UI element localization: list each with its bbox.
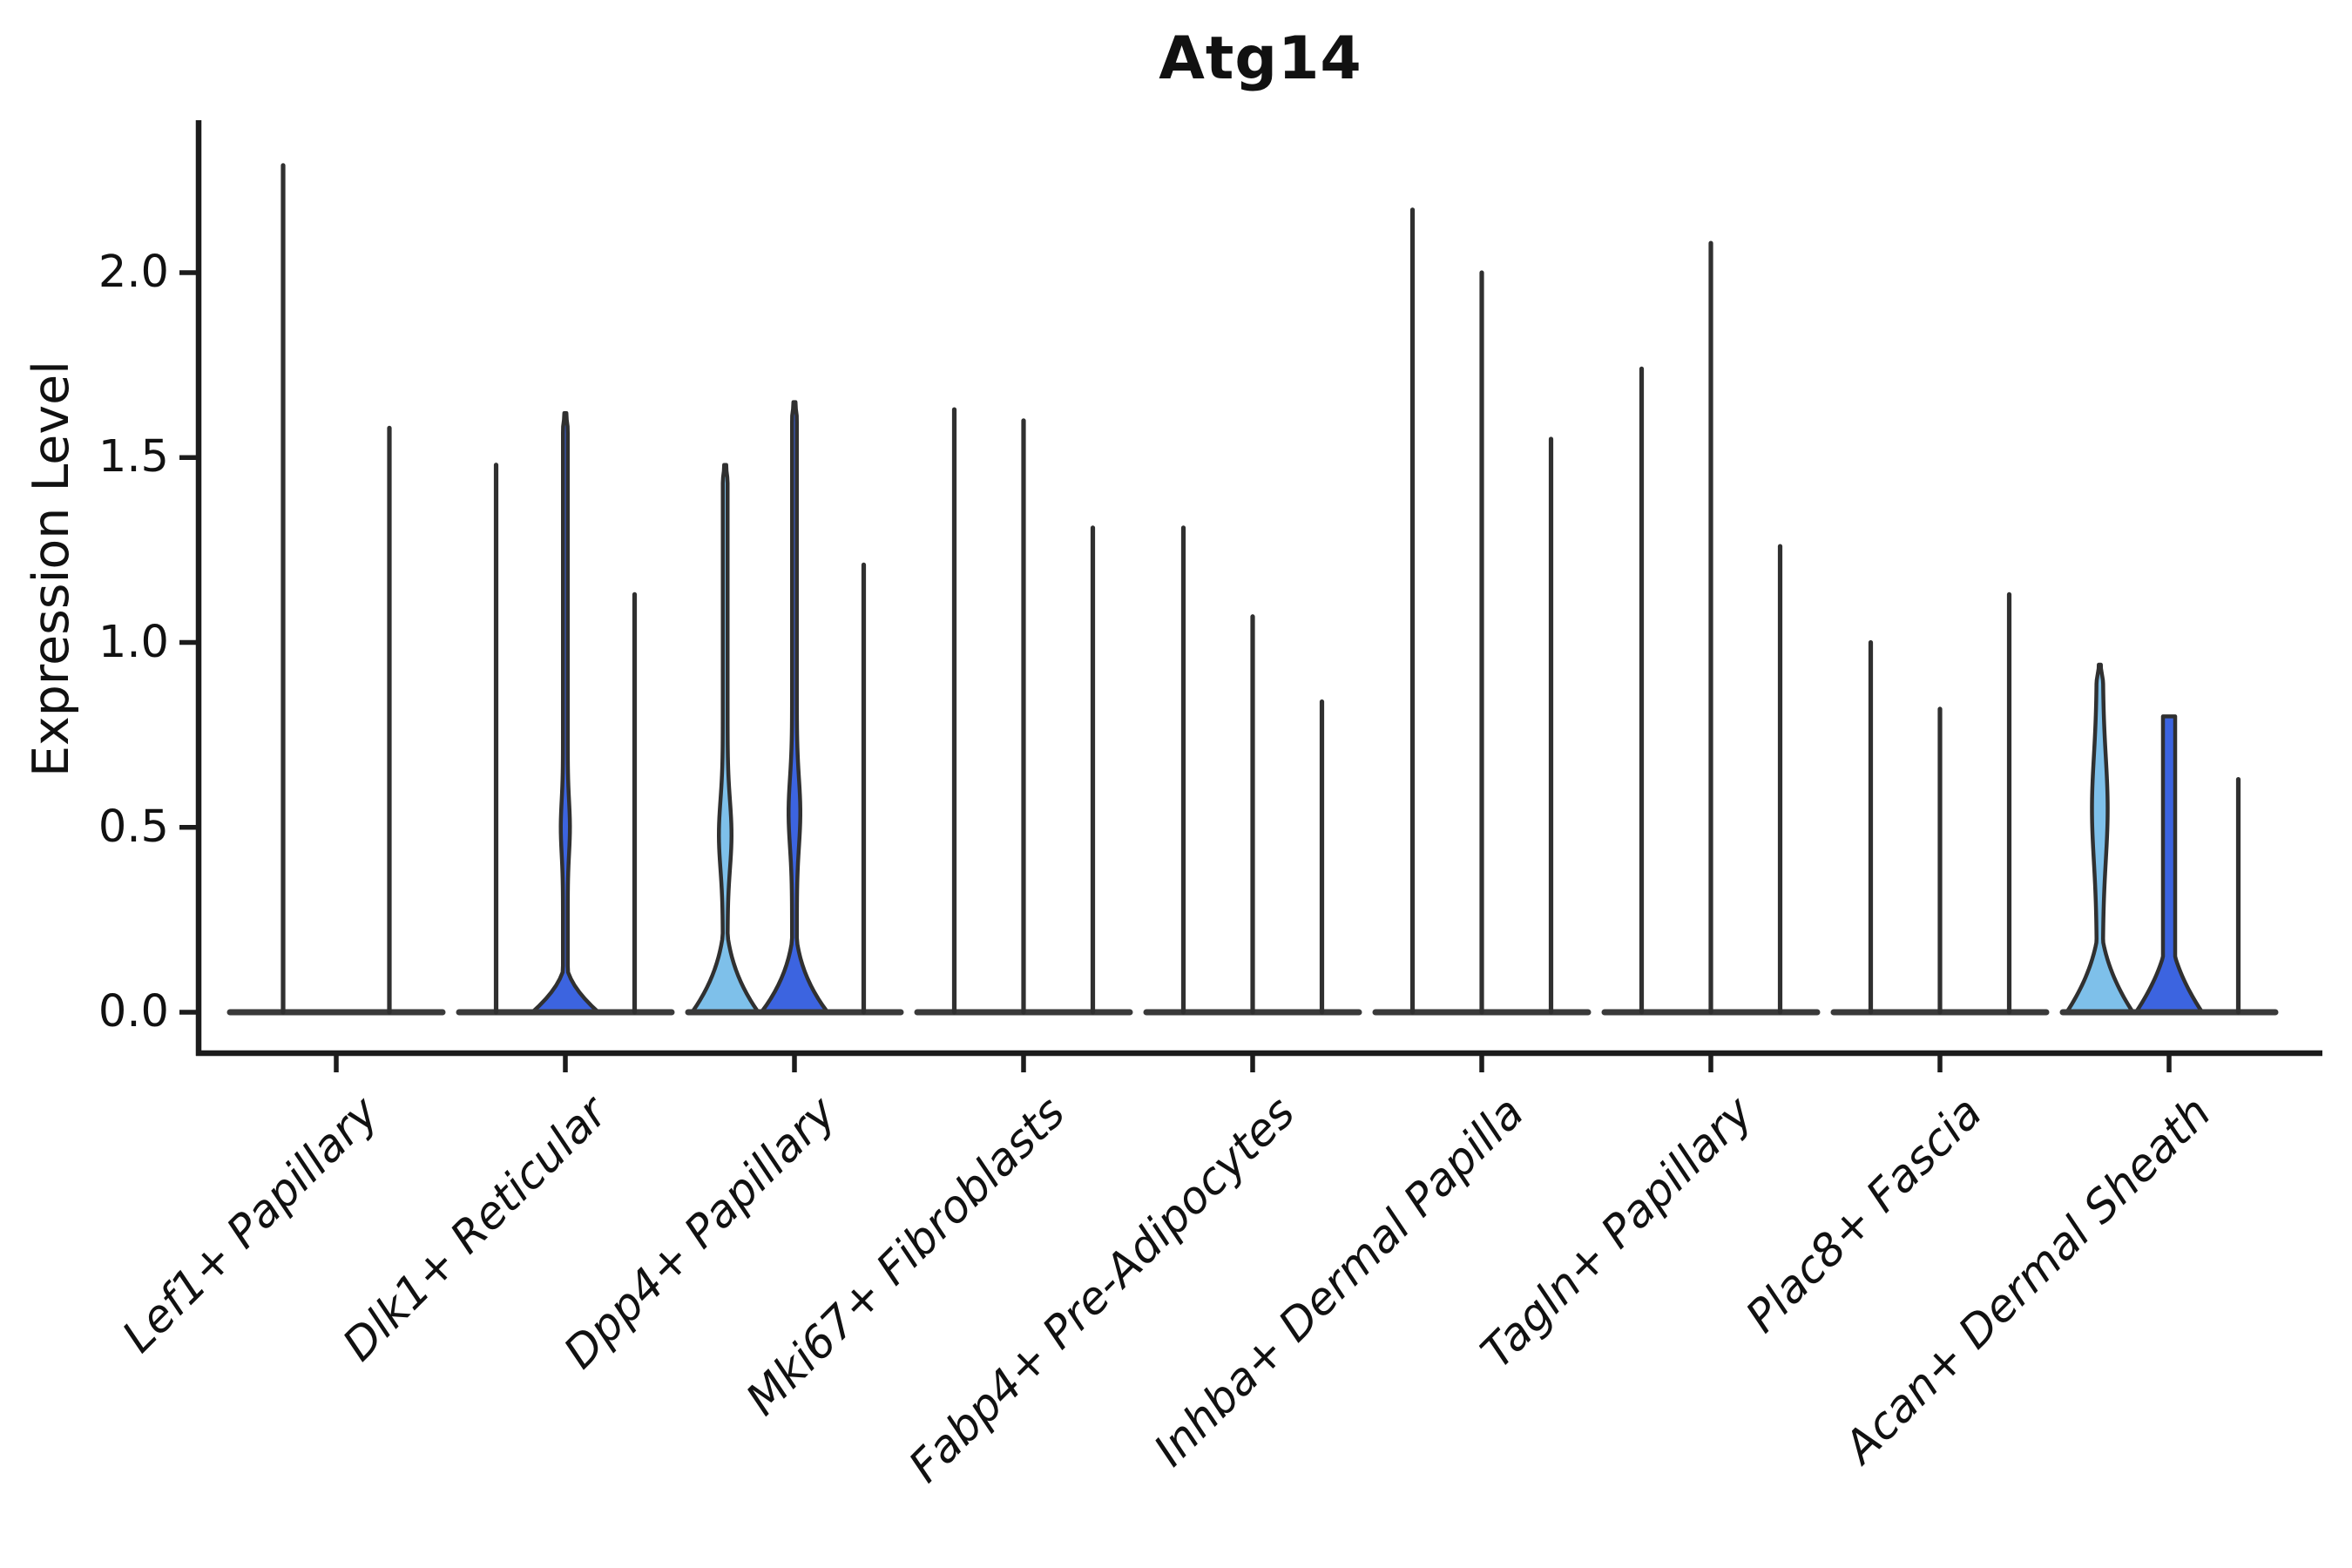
y-tick-label-1.5: 1.5 (98, 431, 169, 483)
violin-body (530, 411, 601, 1015)
chart-title: Atg14 (1159, 24, 1362, 93)
y-tick-label-2.0: 2.0 (98, 247, 169, 298)
violin-body (759, 400, 830, 1015)
violin-body (2065, 662, 2135, 1015)
y-tick-label-0.0: 0.0 (98, 986, 169, 1037)
violin-body (2133, 714, 2205, 1015)
y-tick-label-0.5: 0.5 (98, 801, 169, 853)
violin-body (690, 463, 760, 1015)
y-tick-label-1.0: 1.0 (98, 617, 169, 668)
